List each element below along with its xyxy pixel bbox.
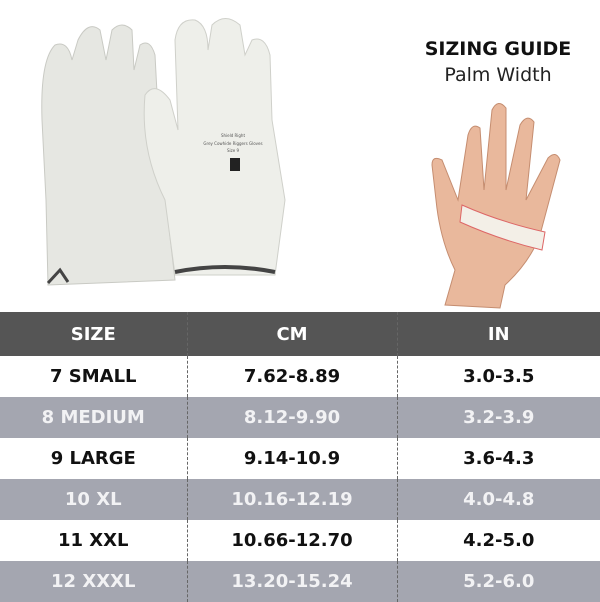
header-size: SIZE bbox=[0, 312, 187, 356]
glove-size-text: Size 9 bbox=[227, 148, 239, 153]
table-row: 9 LARGE 9.14-10.9 3.6-4.3 bbox=[0, 438, 600, 479]
size-cell: 11 XXL bbox=[57, 530, 129, 551]
product-image-area: Shield Right Grey Cowhide Riggers Gloves… bbox=[41, 18, 572, 309]
hand-measuring-image bbox=[431, 103, 561, 309]
sizing-guide-subtitle: Palm Width bbox=[444, 64, 552, 86]
table-header-row: SIZE CM IN bbox=[0, 312, 600, 356]
in-cell: 3.6-4.3 bbox=[396, 438, 600, 479]
size-cell: 9 LARGE bbox=[50, 448, 136, 469]
in-cell: 3.0-3.5 bbox=[396, 356, 600, 397]
shield-right-logo bbox=[230, 158, 240, 171]
size-cell: 10 XL bbox=[0, 479, 187, 520]
glove-brand-text: Shield Right bbox=[221, 133, 246, 138]
in-cell: 5.2-6.0 bbox=[396, 561, 600, 602]
table-row: 11 XXL 10.66-12.70 4.2-5.0 bbox=[0, 520, 600, 561]
cm-cell: 9.14-10.9 bbox=[186, 438, 397, 479]
in-cell: 4.2-5.0 bbox=[396, 520, 600, 561]
table-row: 8 MEDIUM 8.12-9.90 3.2-3.9 bbox=[0, 397, 600, 438]
cm-cell: 8.12-9.90 bbox=[186, 397, 397, 438]
size-table: SIZE CM IN 7 SMALL 7.62-8.89 3.0-3.5 8 MED… bbox=[0, 312, 600, 602]
table-row: 12 XXXL 13.20-15.24 5.2-6.0 bbox=[0, 561, 600, 602]
size-cell: 8 MEDIUM bbox=[0, 397, 187, 438]
header-cm: CM bbox=[186, 312, 397, 356]
size-cell: 7 SMALL bbox=[49, 366, 137, 387]
header-in: IN bbox=[396, 312, 600, 356]
glove-product-text: Grey Cowhide Riggers Gloves bbox=[203, 141, 262, 146]
cm-cell: 7.62-8.89 bbox=[186, 356, 397, 397]
cm-cell: 13.20-15.24 bbox=[186, 561, 397, 602]
glove-front bbox=[143, 18, 286, 276]
in-cell: 3.2-3.9 bbox=[396, 397, 600, 438]
cm-cell: 10.16-12.19 bbox=[186, 479, 397, 520]
table-row: 7 SMALL 7.62-8.89 3.0-3.5 bbox=[0, 356, 600, 397]
table-row: 10 XL 10.16-12.19 4.0-4.8 bbox=[0, 479, 600, 520]
cm-cell: 10.66-12.70 bbox=[186, 520, 397, 561]
gloves-image: Shield Right Grey Cowhide Riggers Gloves… bbox=[41, 18, 561, 309]
in-cell: 4.0-4.8 bbox=[396, 479, 600, 520]
sizing-guide-title: SIZING GUIDE bbox=[424, 38, 572, 60]
size-cell: 12 XXXL bbox=[0, 561, 187, 602]
